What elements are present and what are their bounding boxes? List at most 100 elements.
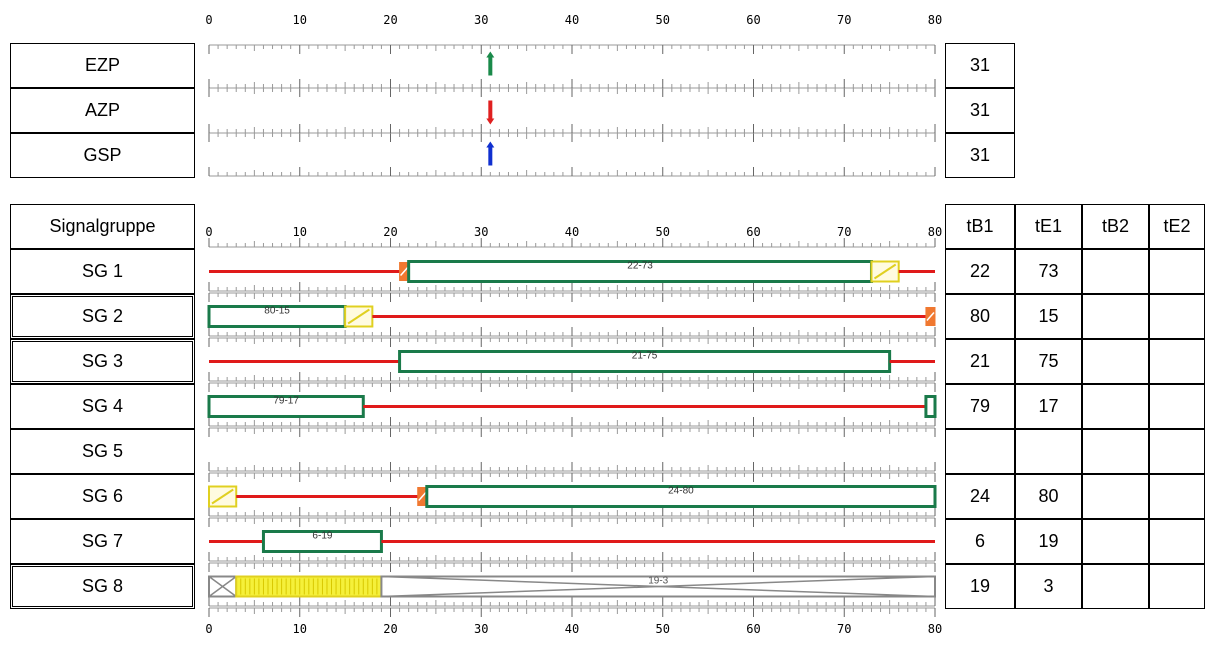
timing-cell-te2	[1149, 564, 1205, 609]
axis-tick-label: 50	[656, 13, 670, 27]
signal-row-4: 79-17	[207, 395, 937, 418]
timing-cell-tb1: 22	[945, 249, 1015, 294]
points-area	[209, 43, 935, 178]
column-header-tb2: tB2	[1082, 204, 1149, 249]
axis-tick-label: 10	[293, 622, 307, 636]
green-phase	[425, 485, 937, 508]
point-value-ezp: 31	[945, 43, 1015, 88]
ruler	[208, 44, 936, 54]
timing-cell-tb2	[1082, 519, 1149, 564]
point-label-gsp: GSP	[10, 133, 195, 178]
axis-tick-label: 70	[837, 13, 851, 27]
timing-cell-tb2	[1082, 339, 1149, 384]
signal-group-label: SG 6	[10, 474, 195, 519]
up-arrow-icon	[486, 141, 495, 166]
column-header-te2: tE2	[1149, 204, 1205, 249]
yellow-phase-stroke	[211, 488, 234, 505]
timing-cell-te2	[1149, 384, 1205, 429]
timing-cell-tb1: 6	[945, 519, 1015, 564]
timing-cell-tb1: 80	[945, 294, 1015, 339]
yellow-phase-stroke	[873, 263, 897, 280]
axis-tick-label: 0	[205, 622, 212, 636]
timing-cell-te2	[1149, 519, 1205, 564]
signal-row-2: 80-15	[207, 305, 936, 328]
axis-tick-label: 80	[928, 622, 942, 636]
dark-phase-cross	[208, 575, 237, 598]
signal-row-7: 6-19	[209, 530, 935, 553]
axis-tick-label: 60	[746, 225, 760, 239]
signal-row-3: 21-75	[209, 350, 935, 373]
signal-group-label: SG 2	[10, 294, 195, 339]
timing-cell-tb2	[1082, 564, 1149, 609]
ruler	[208, 562, 936, 572]
ruler	[208, 607, 936, 617]
point-label-azp: AZP	[10, 88, 195, 133]
green-phase-label: 80-15	[264, 306, 290, 317]
axis-tick-label: 40	[565, 225, 579, 239]
signal-group-label: SG 1	[10, 249, 195, 294]
axis-tick-label: 80	[928, 225, 942, 239]
down-arrow-icon	[486, 100, 495, 125]
axis-tick-label: 10	[293, 225, 307, 239]
ruler	[208, 132, 936, 142]
axis-tick-label: 40	[565, 13, 579, 27]
timing-cell-tb2	[1082, 384, 1149, 429]
axis-tick-label: 30	[474, 225, 488, 239]
yellow-phase-stroke	[347, 308, 370, 325]
marker-head	[486, 118, 495, 125]
axis-tick-label: 0	[205, 13, 212, 27]
timing-cell-te1: 17	[1015, 384, 1082, 429]
signal-group-header: Signalgruppe	[10, 204, 195, 249]
column-header-tb1: tB1	[945, 204, 1015, 249]
column-header-te1: tE1	[1015, 204, 1082, 249]
timing-cell-te1: 15	[1015, 294, 1082, 339]
timing-cell-te2	[1149, 294, 1205, 339]
green-phase	[924, 395, 937, 418]
ruler	[208, 282, 936, 292]
axis-tick-label: 0	[205, 225, 212, 239]
timing-cell-te2	[1149, 249, 1205, 294]
axis-tick-label: 20	[383, 13, 397, 27]
red-yellow-phase-stroke	[418, 492, 427, 501]
signal-row-6: 24-80	[208, 485, 937, 508]
axis-tick-label: 40	[565, 622, 579, 636]
red-yellow-phase-stroke	[926, 312, 935, 321]
signal-group-label: SG 3	[10, 339, 195, 384]
timing-cell-te1: 73	[1015, 249, 1082, 294]
axis-tick-label: 10	[293, 13, 307, 27]
ruler	[208, 79, 936, 89]
timing-cell-tb1: 79	[945, 384, 1015, 429]
signal-row-8: 19-3	[208, 575, 936, 598]
timing-cell-tb2	[1082, 474, 1149, 519]
timing-cell-te2	[1149, 339, 1205, 384]
axis-tick-label: 70	[837, 622, 851, 636]
point-label-ezp: EZP	[10, 43, 195, 88]
axis-tick-label: 30	[474, 622, 488, 636]
ruler	[208, 552, 936, 562]
signal-group-label: SG 8	[10, 564, 195, 609]
ruler	[208, 238, 936, 248]
ruler	[208, 372, 936, 382]
dark-phase-cross	[381, 575, 936, 598]
axis-tick-label: 50	[656, 225, 670, 239]
red-yellow-phase-stroke	[400, 267, 409, 276]
timing-cell-tb2	[1082, 249, 1149, 294]
point-value-azp: 31	[945, 88, 1015, 133]
marker-head	[486, 51, 495, 58]
timing-cell-tb1: 19	[945, 564, 1015, 609]
signal-group-label: SG 5	[10, 429, 195, 474]
timing-cell-tb2	[1082, 294, 1149, 339]
timing-cell-te1: 75	[1015, 339, 1082, 384]
marker-head	[486, 141, 495, 148]
timing-cell-te1: 80	[1015, 474, 1082, 519]
ruler	[208, 472, 936, 482]
ruler	[208, 417, 936, 427]
axis-tick-label: 20	[383, 622, 397, 636]
ruler	[208, 427, 936, 437]
green-phase-label: 21-75	[632, 351, 658, 362]
point-value-gsp: 31	[945, 133, 1015, 178]
axis-tick-label: 20	[383, 225, 397, 239]
ruler	[208, 382, 936, 392]
timing-cell-te2	[1149, 429, 1205, 474]
